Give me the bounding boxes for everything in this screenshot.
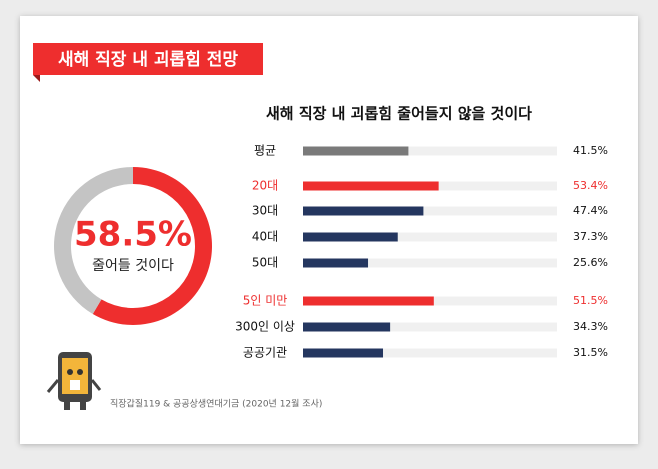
category-label: 공공기관: [243, 346, 287, 360]
category-label: 40대: [252, 230, 278, 244]
source: 직장갑질119 & 공공상생연대기금 (2020년 12월 조사): [110, 398, 322, 410]
header-title: 새해 직장 내 괴롭힘 전망: [58, 49, 238, 70]
value-label: 47.4%: [573, 204, 608, 217]
donut-segment: [53, 167, 133, 314]
bar: [303, 206, 424, 216]
bar-track: [303, 232, 557, 242]
value-label: 31.5%: [573, 346, 608, 359]
tag-fold: [33, 75, 40, 82]
bar: [303, 322, 391, 332]
category-label: 5인 미만: [243, 294, 288, 308]
bar-track: [303, 146, 557, 156]
category-label: 50대: [252, 256, 278, 270]
value-label: 25.6%: [573, 256, 608, 269]
category-label: 300인 이상: [235, 320, 295, 334]
donut-segment: [92, 167, 212, 325]
bar: [303, 232, 398, 242]
header-tag: [33, 43, 263, 75]
value-label: 51.5%: [573, 294, 608, 307]
category-label: 평균: [254, 144, 276, 158]
category-label: 30대: [252, 204, 278, 218]
value-label: 53.4%: [573, 179, 608, 192]
category-label: 20대: [252, 179, 278, 193]
bar-track: [303, 348, 557, 358]
bar-track: [303, 206, 557, 216]
bar-title: 새해 직장 내 괴롭힘 줄어들지 않을 것이다: [266, 105, 532, 123]
bar: [303, 146, 409, 156]
pie-value-label: 58.5%: [74, 215, 192, 255]
mascot: [46, 352, 102, 410]
bar: [303, 258, 369, 268]
value-label: 41.5%: [573, 144, 608, 157]
bar-track: [303, 322, 557, 332]
bar: [303, 296, 434, 306]
bar: [303, 181, 439, 191]
pie-label: 줄어들 것이다: [92, 258, 174, 274]
bar: [303, 348, 384, 358]
value-label: 37.3%: [573, 230, 608, 243]
card: [20, 16, 638, 444]
bar-track: [303, 258, 557, 268]
value-label: 34.3%: [573, 320, 608, 333]
